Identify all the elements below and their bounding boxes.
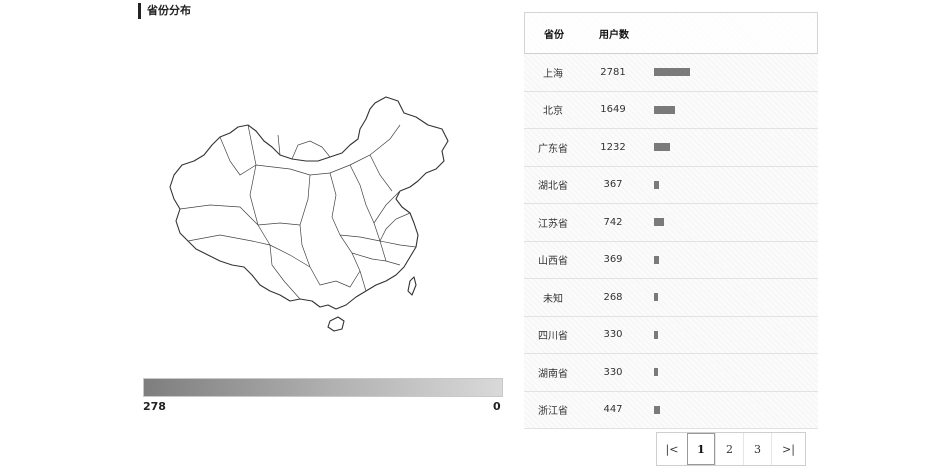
user-count: 268 — [603, 291, 623, 303]
hainan-island — [327, 316, 345, 332]
province-table: 省份 用户数 上海 2781 北京 1649 广东省 1232 湖北省 367 … — [524, 12, 818, 429]
count-bar — [654, 368, 658, 377]
province-name: 湖南省 — [538, 368, 568, 380]
section-title: 省份分布 — [138, 3, 191, 19]
count-bar — [654, 180, 659, 189]
map-outline — [169, 96, 449, 310]
header-bar-spacer — [645, 13, 817, 53]
table-row[interactable]: 浙江省 447 — [524, 392, 818, 429]
user-count: 447 — [603, 404, 623, 416]
province-borders — [179, 124, 417, 300]
pagination: |< 1 2 3 >| — [656, 432, 806, 466]
table-row[interactable]: 北京 1649 — [524, 92, 818, 129]
count-bar — [654, 405, 660, 414]
province-name: 湖北省 — [538, 181, 568, 193]
china-map[interactable] — [160, 95, 460, 335]
header-province[interactable]: 省份 — [544, 29, 564, 41]
province-name: 山西省 — [538, 256, 568, 268]
province-name: 上海 — [543, 68, 563, 80]
province-name: 浙江省 — [538, 406, 568, 418]
user-count: 369 — [603, 254, 623, 266]
table-row[interactable]: 湖南省 330 — [524, 354, 818, 392]
last-page-button[interactable]: >| — [771, 433, 805, 465]
table-row[interactable]: 湖北省 367 — [524, 167, 818, 204]
count-bar — [654, 105, 675, 114]
taiwan-island — [407, 276, 417, 296]
count-bar — [654, 255, 659, 264]
table-row[interactable]: 未知 268 — [524, 279, 818, 317]
count-bar — [654, 330, 658, 339]
legend-max-label: 0 — [493, 400, 501, 413]
page-button-2[interactable]: 2 — [715, 433, 743, 465]
legend-min-label: 278 — [143, 400, 166, 413]
user-count: 742 — [603, 216, 623, 228]
table-body: 上海 2781 北京 1649 广东省 1232 湖北省 367 江苏省 742… — [524, 54, 818, 429]
page-button-3[interactable]: 3 — [743, 433, 771, 465]
table-row[interactable]: 四川省 330 — [524, 317, 818, 354]
province-name: 未知 — [543, 293, 563, 305]
count-bar — [654, 293, 658, 302]
table-row[interactable]: 江苏省 742 — [524, 204, 818, 242]
province-name: 四川省 — [538, 331, 568, 343]
user-count: 1232 — [600, 141, 626, 153]
user-count: 330 — [603, 329, 623, 341]
first-page-button[interactable]: |< — [665, 442, 679, 456]
china-map-svg[interactable] — [160, 95, 460, 335]
count-bar — [654, 218, 664, 227]
page-button-1[interactable]: 1 — [687, 433, 715, 465]
count-bar — [654, 68, 690, 77]
user-count: 1649 — [600, 104, 626, 116]
table-row[interactable]: 上海 2781 — [524, 54, 818, 92]
legend-gradient-bar — [143, 378, 503, 397]
province-name: 北京 — [543, 106, 563, 118]
province-name: 广东省 — [538, 143, 568, 155]
user-count: 330 — [603, 366, 623, 378]
header-user-count[interactable]: 用户数 — [599, 29, 629, 41]
table-header: 省份 用户数 — [524, 12, 818, 54]
province-name: 江苏省 — [538, 218, 568, 230]
user-count: 367 — [603, 179, 623, 191]
user-count: 2781 — [600, 66, 626, 78]
table-row[interactable]: 广东省 1232 — [524, 129, 818, 167]
table-row[interactable]: 山西省 369 — [524, 242, 818, 279]
count-bar — [654, 143, 670, 152]
